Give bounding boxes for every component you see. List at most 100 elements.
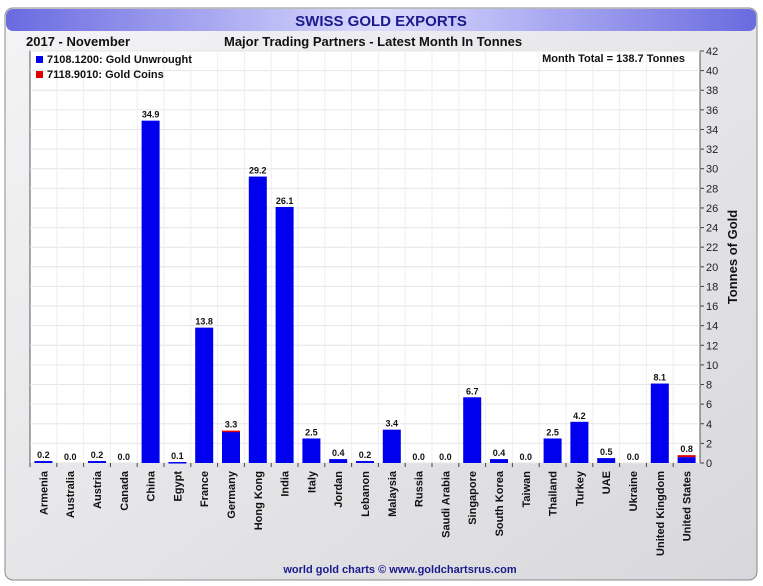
data-label: 8.1: [654, 373, 667, 383]
y-tick-label: 30: [706, 164, 718, 176]
data-label: 0.0: [520, 452, 533, 462]
y-tick-label: 6: [706, 399, 712, 411]
plot-area: [29, 50, 701, 464]
chart-subtitle: Major Trading Partners - Latest Month In…: [224, 34, 522, 49]
legend-swatch-unwrought: [36, 56, 43, 63]
title-bar: [6, 9, 756, 31]
x-tick-label: Italy: [306, 470, 318, 493]
bar-gold-unwrought: [88, 461, 106, 463]
x-tick-label: Singapore: [467, 471, 479, 525]
y-tick-label: 12: [706, 340, 718, 352]
bar-gold-coins: [677, 455, 696, 458]
x-tick-label: Russia: [414, 470, 426, 507]
bar-gold-unwrought: [168, 462, 187, 464]
data-label: 2.5: [305, 427, 318, 437]
x-tick-label: Turkey: [574, 470, 586, 506]
data-label: 2.5: [546, 427, 559, 437]
x-tick-label: Germany: [226, 470, 238, 519]
y-tick-label: 24: [706, 223, 718, 235]
y-tick-label: 0: [706, 458, 712, 470]
x-tick-label: Jordan: [333, 471, 345, 508]
data-label: 3.3: [225, 420, 238, 430]
bar-gold-unwrought: [463, 397, 482, 463]
bar-gold-unwrought: [34, 461, 53, 463]
bar-gold-unwrought: [677, 457, 696, 463]
bar-gold-unwrought: [302, 438, 321, 463]
y-tick-label: 10: [706, 360, 718, 372]
data-label: 0.2: [37, 450, 50, 460]
chart-title: SWISS GOLD EXPORTS: [295, 13, 467, 30]
x-tick-label: Armenia: [38, 470, 50, 515]
period-label: 2017 - November: [26, 34, 130, 49]
data-label: 0.0: [118, 452, 131, 462]
data-label: 0.0: [439, 452, 452, 462]
x-tick-label: South Korea: [494, 470, 506, 536]
x-tick-label: France: [199, 471, 211, 507]
y-tick-label: 20: [706, 262, 718, 274]
legend-label-coins: 7118.9010: Gold Coins: [47, 69, 164, 81]
bar-gold-unwrought: [141, 120, 160, 464]
x-tick-label: Australia: [65, 470, 77, 518]
x-tick-label: Ukraine: [628, 471, 640, 511]
bar-gold-unwrought: [597, 458, 616, 463]
data-label: 0.4: [493, 448, 506, 458]
month-total-annotation: Month Total = 138.7 Tonnes: [542, 53, 685, 65]
data-label: 0.2: [91, 450, 104, 460]
x-tick-label: Canada: [119, 470, 131, 511]
data-label: 0.0: [412, 452, 425, 462]
y-tick-label: 28: [706, 183, 718, 195]
data-label: 26.1: [276, 196, 294, 206]
x-tick-label: Austria: [92, 470, 104, 509]
data-label: 0.5: [600, 447, 613, 457]
x-tick-label: United States: [682, 471, 694, 541]
bar-gold-unwrought: [222, 431, 240, 463]
bar-gold-unwrought: [570, 421, 589, 463]
y-tick-label: 22: [706, 242, 718, 254]
data-label: 0.4: [332, 448, 345, 458]
y-tick-label: 32: [706, 144, 718, 156]
x-tick-label: United Kingdom: [655, 471, 667, 556]
data-label: 0.0: [64, 452, 77, 462]
y-axis-label: Tonnes of Gold: [725, 210, 740, 304]
data-label: 0.8: [680, 444, 693, 454]
y-tick-label: 4: [706, 419, 712, 431]
x-tick-label: Egypt: [172, 471, 184, 502]
x-tick-label: Taiwan: [521, 471, 533, 508]
bar-gold-unwrought: [195, 327, 214, 463]
y-tick-label: 38: [706, 85, 718, 97]
data-label: 34.9: [142, 110, 160, 120]
bar-gold-coins: [222, 430, 240, 433]
bar-gold-unwrought: [650, 383, 669, 463]
data-label: 0.2: [359, 450, 372, 460]
data-label: 6.7: [466, 386, 479, 396]
x-tick-label: China: [146, 470, 158, 501]
footer-credit: world gold charts © www.goldchartsrus.co…: [282, 564, 516, 576]
y-tick-label: 2: [706, 438, 712, 450]
bar-gold-unwrought: [490, 459, 508, 463]
y-tick-label: 16: [706, 301, 718, 313]
legend: 7108.1200: Gold Unwrought 7118.9010: Gol…: [36, 54, 192, 81]
x-tick-label: Malaysia: [387, 470, 399, 517]
y-tick-label: 8: [706, 380, 712, 392]
data-label: 13.8: [195, 317, 213, 327]
y-tick-label: 42: [706, 46, 718, 58]
data-label: 0.1: [171, 451, 184, 461]
x-tick-label: Saudi Arabia: [440, 470, 452, 538]
x-tick-label: Hong Kong: [253, 471, 265, 530]
y-tick-label: 40: [706, 66, 718, 78]
x-tick-label: UAE: [601, 471, 613, 494]
x-tick-label: Thailand: [548, 471, 560, 516]
y-tick-label: 36: [706, 105, 718, 117]
legend-label-unwrought: 7108.1200: Gold Unwrought: [47, 54, 192, 66]
data-label: 3.4: [386, 419, 399, 429]
y-tick-label: 26: [706, 203, 718, 215]
y-tick-label: 18: [706, 281, 718, 293]
data-label: 29.2: [249, 166, 267, 176]
bar-gold-unwrought: [382, 429, 401, 463]
bar-gold-unwrought: [329, 459, 348, 463]
y-tick-label: 34: [706, 124, 718, 136]
bar-gold-unwrought: [248, 176, 267, 464]
data-label: 4.2: [573, 411, 586, 421]
legend-swatch-coins: [36, 71, 43, 78]
